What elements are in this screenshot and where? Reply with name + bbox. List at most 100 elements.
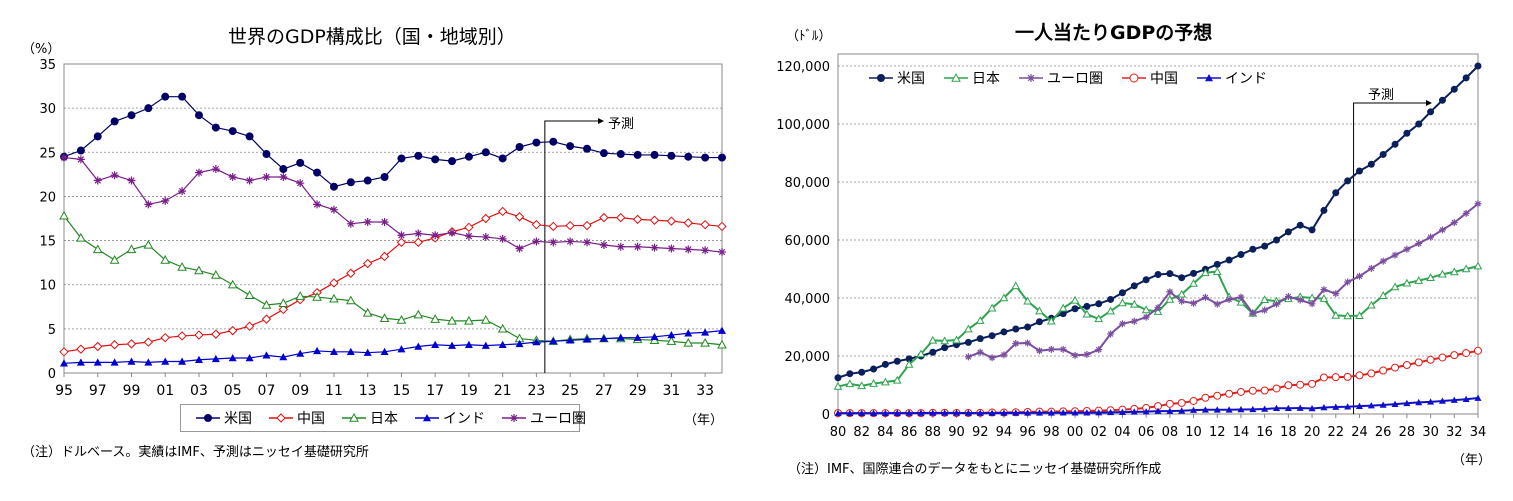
data-point bbox=[448, 157, 457, 166]
data-point bbox=[1035, 347, 1043, 355]
data-point bbox=[59, 210, 69, 220]
data-point bbox=[1426, 273, 1435, 281]
data-point bbox=[161, 92, 170, 101]
data-point bbox=[245, 132, 254, 141]
data-point bbox=[1367, 160, 1375, 168]
data-point bbox=[1106, 306, 1115, 315]
forecast-arrow-icon bbox=[1426, 100, 1432, 106]
data-point bbox=[228, 173, 237, 182]
data-point bbox=[565, 220, 575, 231]
data-point bbox=[1331, 310, 1341, 319]
data-point bbox=[941, 409, 949, 416]
data-point bbox=[549, 238, 558, 247]
y-tick-label: 30 bbox=[39, 102, 56, 117]
data-point bbox=[144, 358, 153, 366]
data-point bbox=[1070, 295, 1080, 304]
data-point bbox=[313, 168, 322, 177]
data-point bbox=[1319, 373, 1328, 382]
data-point bbox=[1225, 406, 1233, 413]
data-point bbox=[414, 151, 423, 160]
data-point bbox=[1118, 320, 1126, 328]
y-tick-label: 25 bbox=[39, 146, 56, 161]
data-point bbox=[362, 258, 373, 269]
data-point bbox=[60, 153, 68, 162]
data-point bbox=[1095, 409, 1103, 416]
legend-marker bbox=[877, 74, 885, 82]
data-point bbox=[1107, 330, 1115, 338]
x-tick-label: 14 bbox=[1233, 425, 1250, 440]
data-point bbox=[583, 335, 592, 343]
data-point bbox=[161, 357, 170, 365]
data-point bbox=[160, 254, 171, 264]
data-point bbox=[549, 137, 558, 146]
data-point bbox=[566, 336, 575, 344]
x-tick-label: 34 bbox=[1470, 425, 1487, 440]
data-point bbox=[1071, 305, 1079, 313]
data-point bbox=[464, 232, 473, 241]
x-axis-unit-label: （年） bbox=[1452, 453, 1492, 468]
data-point bbox=[1260, 295, 1270, 304]
data-point bbox=[127, 176, 136, 185]
x-tick-label: 86 bbox=[901, 425, 918, 440]
data-point bbox=[1379, 150, 1387, 158]
data-point bbox=[683, 337, 694, 347]
series-米国 bbox=[60, 92, 726, 191]
data-point bbox=[1142, 313, 1150, 321]
data-point bbox=[414, 229, 423, 238]
data-point bbox=[515, 244, 524, 253]
data-point bbox=[1414, 358, 1423, 367]
data-point bbox=[599, 240, 608, 249]
forecast-divider bbox=[1353, 102, 1426, 414]
data-point bbox=[1012, 325, 1020, 333]
x-tick-label: 96 bbox=[1019, 425, 1036, 440]
legend: 米国 中国 日本 インド ユーロ圏 bbox=[180, 404, 586, 432]
data-point bbox=[313, 346, 322, 355]
series-line bbox=[63, 96, 722, 188]
data-point bbox=[858, 409, 866, 416]
legend-label: ユーロ圏 bbox=[530, 411, 586, 427]
data-point bbox=[531, 219, 542, 230]
data-point bbox=[869, 379, 878, 387]
data-point bbox=[1450, 396, 1458, 403]
data-point bbox=[1236, 297, 1246, 306]
x-tick-label: 27 bbox=[595, 383, 613, 399]
data-point bbox=[976, 335, 984, 343]
data-point bbox=[1201, 393, 1210, 402]
legend-marker bbox=[349, 412, 359, 422]
data-point bbox=[1249, 245, 1257, 253]
data-point bbox=[666, 216, 677, 226]
legend-marker bbox=[510, 414, 518, 422]
data-point bbox=[1201, 293, 1209, 301]
data-point bbox=[1427, 233, 1435, 241]
data-point bbox=[346, 219, 355, 228]
data-point bbox=[583, 144, 592, 153]
plot-frame bbox=[837, 53, 1479, 415]
forecast-label: 予測 bbox=[608, 117, 635, 132]
data-point bbox=[1474, 394, 1482, 401]
legend-marker-icon bbox=[1019, 74, 1043, 82]
data-point bbox=[1047, 345, 1055, 353]
data-point bbox=[1379, 257, 1387, 265]
data-point bbox=[279, 165, 288, 174]
data-point bbox=[929, 409, 937, 416]
data-point bbox=[893, 409, 901, 416]
data-point bbox=[599, 149, 608, 158]
data-point bbox=[616, 212, 626, 223]
data-point bbox=[76, 146, 85, 155]
legend-item: 米国 bbox=[868, 68, 925, 88]
data-point bbox=[1190, 299, 1198, 307]
data-point bbox=[1474, 346, 1482, 355]
data-point bbox=[1344, 177, 1352, 185]
data-point bbox=[76, 358, 85, 366]
y-tick-label: 20 bbox=[39, 190, 56, 205]
data-point bbox=[1273, 300, 1281, 308]
source-note: （注）IMF、国際連合のデータをもとにニッセイ基礎研究所作成 bbox=[788, 462, 1162, 477]
data-point bbox=[1367, 402, 1375, 409]
data-point bbox=[362, 307, 373, 317]
data-point bbox=[1438, 96, 1446, 104]
data-point bbox=[244, 290, 255, 300]
data-point bbox=[1166, 270, 1174, 278]
data-point bbox=[616, 242, 625, 251]
data-point bbox=[532, 338, 541, 346]
data-point bbox=[1248, 386, 1257, 395]
